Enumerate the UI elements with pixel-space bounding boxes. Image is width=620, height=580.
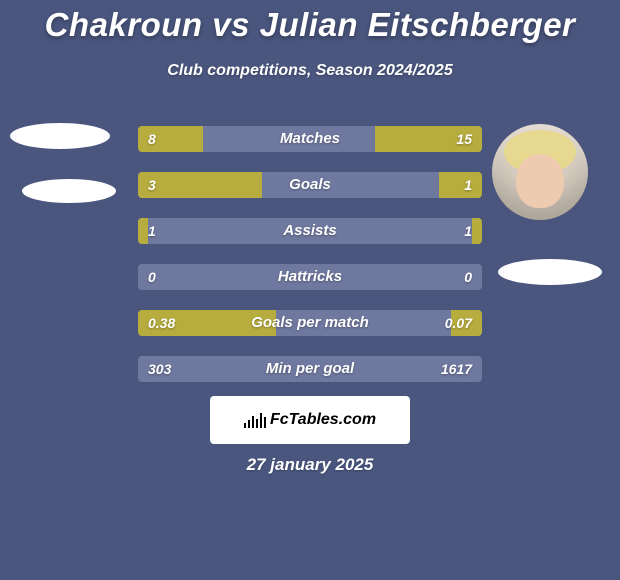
stat-value-left: 0	[148, 264, 156, 290]
stat-label: Assists	[138, 218, 482, 244]
right-oval-1	[498, 259, 602, 285]
stat-fill-right	[472, 218, 482, 244]
comparison-canvas: Chakroun vs Julian Eitschberger Club comp…	[0, 0, 620, 580]
left-oval-1	[10, 123, 110, 149]
stat-value-right: 1	[464, 218, 472, 244]
comparison-subtitle: Club competitions, Season 2024/2025	[0, 62, 620, 80]
stat-value-left: 303	[148, 356, 171, 382]
stat-value-right: 0	[464, 264, 472, 290]
stat-value-left: 1	[148, 218, 156, 244]
stat-row: Assists1 1	[138, 218, 482, 244]
stat-row: Goals31	[138, 172, 482, 198]
stat-label: Min per goal	[138, 356, 482, 382]
comparison-title: Chakroun vs Julian Eitschberger	[0, 6, 620, 44]
stat-fill-left	[138, 218, 148, 244]
stat-fill-left	[138, 172, 262, 198]
stat-label: Hattricks	[138, 264, 482, 290]
snapshot-date: 27 january 2025	[0, 455, 620, 475]
fctables-logo[interactable]: FcTables.com	[210, 396, 410, 444]
left-oval-2	[22, 179, 116, 203]
stat-value-right: 1617	[441, 356, 472, 382]
stat-fill-right	[451, 310, 482, 336]
stat-fill-right	[439, 172, 482, 198]
stat-row: Hattricks0 0	[138, 264, 482, 290]
stat-fill-left	[138, 126, 203, 152]
stat-row: Matches815	[138, 126, 482, 152]
logo-text: FcTables.com	[270, 412, 376, 428]
player2-avatar	[492, 124, 588, 220]
stat-fill-left	[138, 310, 276, 336]
stat-fill-right	[375, 126, 482, 152]
logo-bars-icon	[244, 412, 266, 428]
stat-row: Goals per match0.380.07	[138, 310, 482, 336]
stat-row: Min per goal303 1617	[138, 356, 482, 382]
